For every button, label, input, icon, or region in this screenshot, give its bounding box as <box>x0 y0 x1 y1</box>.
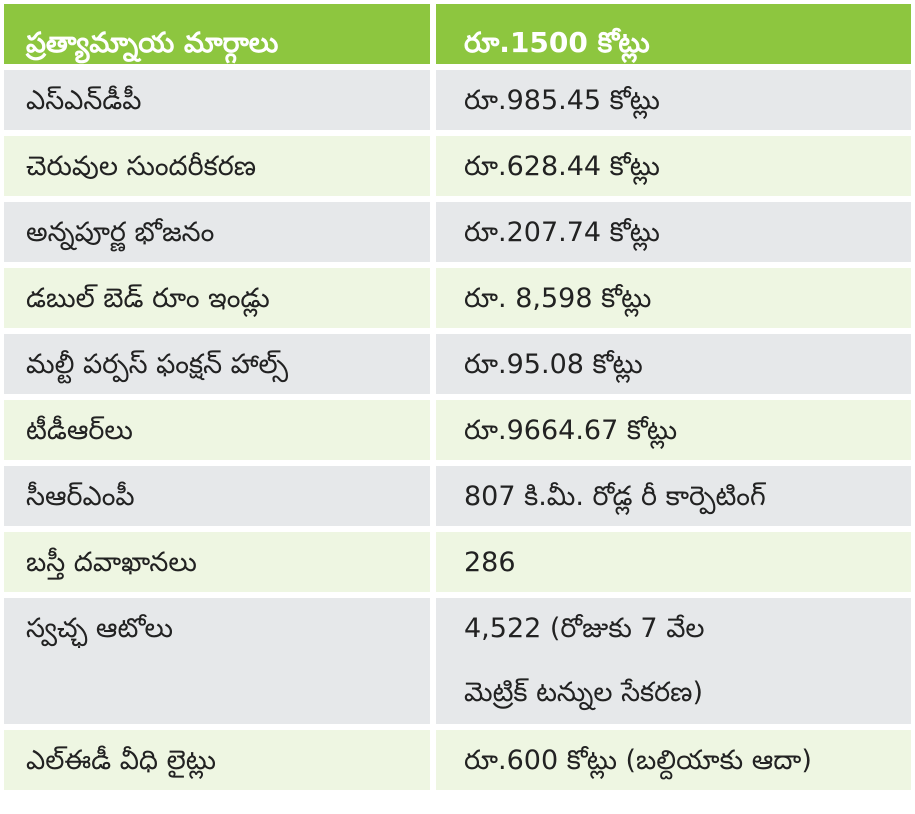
row-value: 286 <box>436 532 911 592</box>
row-value: రూ.9664.67 కోట్లు <box>436 400 911 460</box>
table-row: ఎల్ఈడీ వీధి లైట్లు రూ.600 కోట్లు (బల్దియ… <box>4 730 911 790</box>
header-cell-amount: రూ.1500 కోట్లు <box>436 4 911 64</box>
row-label: మల్టీ పర్పస్ ఫంక్షన్ హాల్స్ <box>4 334 430 394</box>
header-cell-alternatives: ప్రత్యామ్నాయ మార్గాలు <box>4 4 430 64</box>
table-row: టీడీఆర్‌లు రూ.9664.67 కోట్లు <box>4 400 911 460</box>
row-value: రూ.207.74 కోట్లు <box>436 202 911 262</box>
table-row: సీఆర్ఎంపీ 807 కి.మీ. రోడ్ల రీ కార్పెటింగ… <box>4 466 911 526</box>
row-label: సీఆర్ఎంపీ <box>4 466 430 526</box>
row-value: రూ.95.08 కోట్లు <box>436 334 911 394</box>
row-value: రూ.600 కోట్లు (బల్దియాకు ఆదా) <box>436 730 911 790</box>
row-value: రూ. 8,598 కోట్లు <box>436 268 911 328</box>
row-value-line-2: మెట్రిక్ టన్నుల సేకరణ) <box>464 677 704 708</box>
row-value: 4,522 (రోజుకు 7 వేల మెట్రిక్ టన్నుల సేకర… <box>436 598 911 724</box>
row-label: ఎస్ఎన్‌డీపీ <box>4 70 430 130</box>
table-row: మల్టీ పర్పస్ ఫంక్షన్ హాల్స్ రూ.95.08 కోట… <box>4 334 911 394</box>
table-row: చెరువుల సుందరీకరణ రూ.628.44 కోట్లు <box>4 136 911 196</box>
row-value-line-1: 4,522 (రోజుకు 7 వేల <box>464 613 705 644</box>
row-value: 807 కి.మీ. రోడ్ల రీ కార్పెటింగ్ <box>436 466 911 526</box>
table-row: అన్నపూర్ణ భోజనం రూ.207.74 కోట్లు <box>4 202 911 262</box>
table-header: ప్రత్యామ్నాయ మార్గాలు రూ.1500 కోట్లు <box>4 4 911 64</box>
row-label: స్వచ్ఛ ఆటోలు <box>4 598 430 724</box>
row-label: డబుల్ బెడ్ రూం ఇండ్లు <box>4 268 430 328</box>
table-row: బస్తీ దవాఖానలు 286 <box>4 532 911 592</box>
row-value: రూ.985.45 కోట్లు <box>436 70 911 130</box>
row-value: రూ.628.44 కోట్లు <box>436 136 911 196</box>
table-row: స్వచ్ఛ ఆటోలు 4,522 (రోజుకు 7 వేల మెట్రిక… <box>4 598 911 724</box>
row-label: ఎల్ఈడీ వీధి లైట్లు <box>4 730 430 790</box>
row-label: చెరువుల సుందరీకరణ <box>4 136 430 196</box>
row-label: అన్నపూర్ణ భోజనం <box>4 202 430 262</box>
table-row: డబుల్ బెడ్ రూం ఇండ్లు రూ. 8,598 కోట్లు <box>4 268 911 328</box>
table-row: ఎస్ఎన్‌డీపీ రూ.985.45 కోట్లు <box>4 70 911 130</box>
row-label: బస్తీ దవాఖానలు <box>4 532 430 592</box>
row-label: టీడీఆర్‌లు <box>4 400 430 460</box>
